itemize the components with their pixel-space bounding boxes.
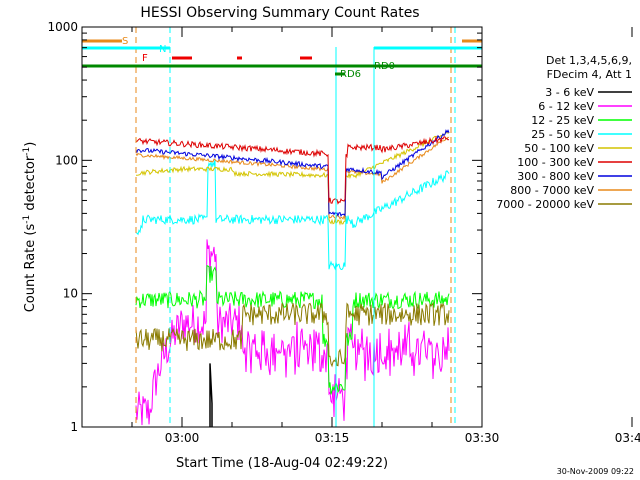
- y-axis: 1 10 100 1000: [47, 20, 482, 434]
- legend-label: 800 - 7000 keV: [510, 184, 594, 197]
- series-line: [135, 136, 450, 220]
- x-tick-label: 03:30: [465, 431, 500, 445]
- series-line: [135, 135, 450, 205]
- legend-label: 3 - 6 keV: [545, 86, 594, 99]
- y-tick-label: 1: [70, 420, 78, 434]
- rd0-label: RD0: [374, 61, 395, 72]
- series-line: [136, 132, 449, 226]
- series-line: [135, 239, 450, 426]
- legend-label: 300 - 800 keV: [517, 170, 594, 183]
- legend-label: 12 - 25 keV: [531, 114, 594, 127]
- series-line: [135, 264, 450, 395]
- series-line: [135, 129, 450, 218]
- y-tick-label: 1000: [47, 20, 78, 34]
- y-tick-label: 10: [63, 287, 78, 301]
- plot-area: [135, 129, 450, 427]
- legend-label: 25 - 50 keV: [531, 128, 594, 141]
- legend-label: 50 - 100 keV: [524, 142, 594, 155]
- x-tick-label: 03:45: [615, 431, 640, 445]
- legend-label: 6 - 12 keV: [538, 100, 594, 113]
- legend-header-2: FDecim 4, Att 1: [547, 68, 632, 81]
- legend-label: 7000 - 20000 keV: [496, 198, 594, 211]
- x-tick-label: 03:15: [315, 431, 350, 445]
- flare-label: F: [142, 53, 148, 64]
- series-line: [135, 159, 450, 271]
- y-tick-label: 100: [55, 153, 78, 167]
- chart-title: HESSI Observing Summary Count Rates: [140, 5, 419, 21]
- annotation-layer: S NF RD0 RD6: [82, 27, 482, 427]
- legend-label: 100 - 300 keV: [517, 156, 594, 169]
- rd6-label: RD6: [340, 69, 361, 80]
- series-line: [135, 301, 450, 368]
- legend-header-1: Det 1,3,4,5,6,9,: [546, 54, 632, 67]
- night-label: N: [159, 44, 166, 55]
- series-line: [209, 363, 213, 427]
- y-axis-label: Count Rate (s-1 detector-1): [22, 142, 38, 313]
- timestamp: 30-Nov-2009 09:22: [557, 467, 634, 476]
- x-axis-label: Start Time (18-Aug-04 02:49:22): [176, 456, 388, 471]
- saa-label: S: [122, 36, 128, 47]
- x-tick-label: 03:00: [165, 431, 200, 445]
- legend: Det 1,3,4,5,6,9, FDecim 4, Att 1 3 - 6 k…: [496, 54, 632, 211]
